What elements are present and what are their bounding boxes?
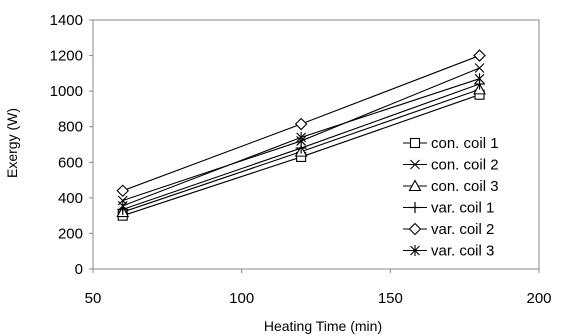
x-tick-label: 150	[378, 290, 403, 307]
x-tick-label: 200	[526, 290, 551, 307]
series-var-coil-2	[116, 49, 486, 198]
y-tick-label: 0	[75, 261, 83, 278]
legend-label: con. coil 2	[431, 157, 499, 174]
x-tick-label: 100	[229, 290, 254, 307]
legend-label: var. coil 2	[431, 221, 494, 238]
series-var-coil-1	[117, 78, 486, 215]
legend-label: con. coil 1	[431, 135, 499, 152]
data-point	[295, 142, 307, 154]
data-point	[474, 63, 485, 73]
data-point	[474, 73, 485, 85]
data-point	[294, 117, 308, 131]
data-point	[473, 49, 486, 62]
series-var-coil-3	[117, 73, 485, 212]
legend-entry: con. coil 3	[403, 178, 499, 195]
x-tick-label: 50	[85, 290, 102, 307]
legend-marker	[408, 222, 422, 236]
legend-entry: var. coil 2	[403, 221, 494, 238]
y-tick-label: 1200	[50, 48, 83, 65]
legend-label: var. coil 3	[431, 243, 494, 260]
y-tick-label: 800	[58, 119, 83, 136]
y-tick-label: 400	[58, 190, 83, 207]
y-tick-label: 200	[58, 225, 83, 242]
legend-entry: var. coil 1	[403, 200, 494, 217]
y-tick-label: 1000	[50, 83, 83, 100]
legend-marker	[409, 202, 421, 213]
x-axis-title: Heating Time (min)	[264, 318, 382, 334]
legend-marker	[410, 245, 420, 256]
y-axis-ticks: 0 200 400 600 800 1000 1200 1400	[50, 12, 93, 278]
legend-marker	[408, 179, 422, 192]
legend-entry: con. coil 2	[403, 157, 499, 174]
legend-label: var. coil 1	[431, 200, 494, 217]
legend: con. coil 1 con. coil 2 con. coil 3 var. co…	[403, 135, 499, 260]
legend-marker	[409, 137, 421, 149]
data-point	[116, 184, 130, 198]
x-axis-ticks: 50 100 150 200	[85, 269, 552, 307]
y-axis-title: Exergy (W)	[4, 108, 20, 178]
data-point	[296, 131, 307, 143]
legend-entry: var. coil 3	[403, 243, 494, 260]
y-tick-label: 1400	[50, 12, 83, 29]
y-tick-label: 600	[58, 154, 83, 171]
legend-entry: con. coil 1	[403, 135, 499, 152]
legend-marker	[410, 159, 420, 170]
data-point	[117, 200, 128, 212]
series-layer	[116, 49, 486, 221]
legend-label: con. coil 3	[431, 178, 499, 195]
plot-frame	[92, 19, 540, 270]
plot-area	[92, 19, 540, 270]
